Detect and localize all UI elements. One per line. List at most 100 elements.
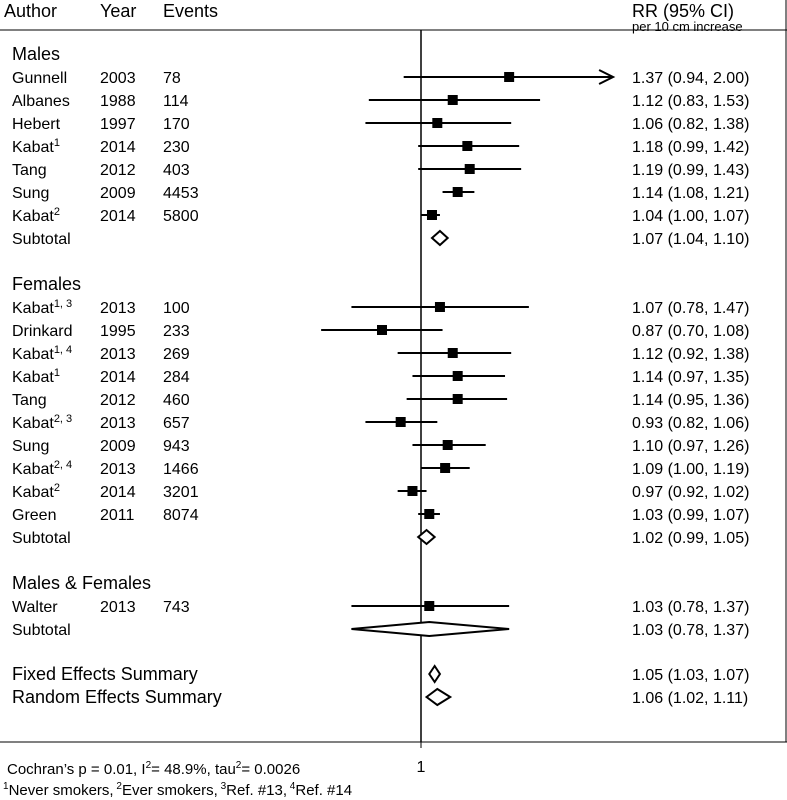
study-year: 1997 [100,116,136,133]
study-year: 2013 [100,346,136,363]
subtotal-ci-text: 1.02 (0.99, 1.05) [632,530,749,547]
study-author: Albanes [12,93,70,110]
study-point-estimate [447,95,458,105]
study-point-estimate [462,141,473,151]
study-events: 170 [163,116,190,133]
study-year: 2013 [100,461,136,478]
study-author: Sung [12,185,49,202]
study-year: 2012 [100,392,136,409]
study-events: 943 [163,438,190,455]
group-label: Females [12,274,81,294]
study-year: 2014 [100,139,136,156]
study-ci-text: 1.19 (0.99, 1.43) [632,162,749,179]
study-ci-text: 1.12 (0.92, 1.38) [632,346,749,363]
study-year: 2013 [100,300,136,317]
summary-diamond [428,664,442,684]
study-ci-arrow [598,69,616,85]
subtotal-label: Subtotal [12,622,71,639]
study-ci-text: 0.97 (0.92, 1.02) [632,484,749,501]
study-events: 269 [163,346,190,363]
study-year: 2014 [100,208,136,225]
study-year: 2012 [100,162,136,179]
study-ci-text: 0.93 (0.82, 1.06) [632,415,749,432]
study-events: 1466 [163,461,199,478]
study-ci-text: 0.87 (0.70, 1.08) [632,323,749,340]
study-events: 743 [163,599,190,616]
study-events: 403 [163,162,190,179]
subtotal-label: Subtotal [12,231,71,248]
study-ci-text: 1.14 (0.97, 1.35) [632,369,749,386]
study-author: Kabat1, 3 [12,298,72,317]
study-ci-text: 1.37 (0.94, 2.00) [632,70,749,87]
study-point-estimate [447,348,458,358]
group-label: Males & Females [12,573,151,593]
heterogeneity-stats: Cochran’s p = 0.01, I2= 48.9%, tau2= 0.0… [7,760,300,778]
study-ci-text: 1.18 (0.99, 1.42) [632,139,749,156]
study-point-estimate [424,509,435,519]
study-events: 230 [163,139,190,156]
study-year: 2013 [100,599,136,616]
study-ci-text: 1.03 (0.99, 1.07) [632,507,749,524]
summary-ci-text: 1.06 (1.02, 1.11) [632,690,748,707]
study-author: Kabat2, 3 [12,413,72,432]
study-events: 100 [163,300,190,317]
header-year: Year [100,1,136,21]
study-year: 2014 [100,484,136,501]
subtotal-diamond [416,528,437,546]
study-point-estimate [442,440,453,450]
study-author: Drinkard [12,323,72,340]
subtotal-ci-text: 1.03 (0.78, 1.37) [632,622,749,639]
study-point-estimate [395,417,406,427]
study-author: Sung [12,438,49,455]
study-ci-text: 1.14 (0.95, 1.36) [632,392,749,409]
study-events: 284 [163,369,190,386]
study-point-estimate [452,394,463,404]
study-point-estimate [452,371,463,381]
study-events: 3201 [163,484,199,501]
study-year: 2013 [100,415,136,432]
study-events: 460 [163,392,190,409]
study-point-estimate [407,486,418,496]
summary-label: Fixed Effects Summary [12,664,198,684]
study-year: 2009 [100,438,136,455]
footnotes: 1Never smokers, 2Ever smokers, 3Ref. #13… [3,781,352,799]
study-point-estimate [434,302,445,312]
header-rr-sub: per 10 cm increase [632,19,743,34]
study-author: Kabat2, 4 [12,459,72,478]
study-author: Walter [12,599,58,616]
study-ci-text: 1.07 (0.78, 1.47) [632,300,749,317]
study-ci-text: 1.12 (0.83, 1.53) [632,93,749,110]
study-events: 5800 [163,208,199,225]
study-ci-text: 1.09 (1.00, 1.19) [632,461,749,478]
summary-ci-text: 1.05 (1.03, 1.07) [632,667,749,684]
summary-diamond [424,687,453,707]
study-point-estimate [504,72,515,82]
subtotal-label: Subtotal [12,530,71,547]
study-events: 114 [163,93,189,110]
study-point-estimate [464,164,475,174]
study-ci-text: 1.06 (0.82, 1.38) [632,116,749,133]
study-year: 2009 [100,185,136,202]
study-author: Green [12,507,56,524]
subtotal-diamond [430,229,450,247]
study-year: 2003 [100,70,136,87]
x-axis-tick-label: 1 [417,759,426,776]
study-events: 657 [163,415,190,432]
study-events: 233 [163,323,190,340]
summary-label: Random Effects Summary [12,687,222,707]
study-author: Tang [12,392,47,409]
study-point-estimate [377,325,388,335]
study-author: Kabat1 [12,137,60,156]
study-ci-text: 1.03 (0.78, 1.37) [632,599,749,616]
study-point-estimate [452,187,463,197]
subtotal-ci-text: 1.07 (1.04, 1.10) [632,231,749,248]
study-year: 1988 [100,93,136,110]
study-ci-text: 1.10 (0.97, 1.26) [632,438,749,455]
study-events: 78 [163,70,181,87]
study-year: 2014 [100,369,136,386]
study-author: Gunnell [12,70,67,87]
study-author: Hebert [12,116,61,133]
study-author: Kabat2 [12,482,60,501]
header-events: Events [163,1,218,21]
